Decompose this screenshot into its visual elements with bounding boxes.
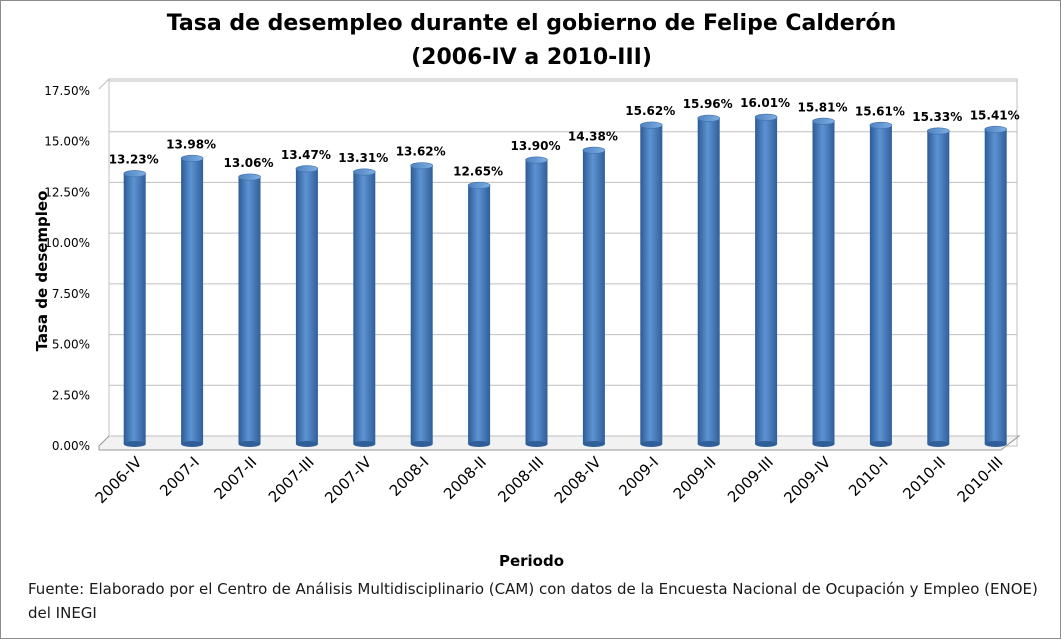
- bar: [295, 165, 319, 447]
- x-tick-label: 2007-IV: [321, 453, 375, 507]
- x-tick-label: 2008-III: [494, 453, 547, 506]
- value-label: 13.06%: [224, 156, 274, 170]
- source-note: Fuente: Elaborado por el Centro de Análi…: [28, 580, 1038, 622]
- x-tick-label: 2010-III: [954, 453, 1007, 506]
- y-tick-label: 5.00%: [52, 338, 90, 352]
- x-axis-title: Periodo: [498, 552, 565, 570]
- x-tick-label: 2008-II: [440, 453, 490, 503]
- bar: [639, 121, 663, 447]
- value-label: 13.31%: [338, 151, 388, 165]
- y-tick-label: 12.50%: [44, 185, 90, 199]
- y-tick-label: 10.00%: [44, 236, 90, 250]
- bar: [180, 154, 204, 447]
- bar: [582, 146, 606, 447]
- y-tick-label: 2.50%: [52, 388, 90, 402]
- y-axis-title: Tasa de desempleo: [33, 190, 51, 352]
- value-label: 15.81%: [798, 100, 848, 114]
- x-tick-label: 2010-I: [845, 453, 892, 500]
- bar: [123, 170, 146, 447]
- value-label: 12.65%: [453, 164, 503, 178]
- value-label: 13.23%: [109, 153, 159, 167]
- x-tick-label: 2010-II: [899, 453, 949, 503]
- bar: [525, 156, 548, 447]
- value-label: 13.47%: [281, 148, 331, 162]
- x-tick-label: 2008-I: [386, 453, 433, 500]
- chart-title-line-2: (2006-IV a 2010-III): [411, 45, 652, 70]
- x-tick-label: 2008-IV: [551, 453, 605, 507]
- value-label: 14.38%: [568, 129, 618, 143]
- x-tick-label: 2007-III: [265, 453, 318, 506]
- value-label: 13.98%: [166, 137, 216, 151]
- chart-title-line-1: Tasa de desempleo durante el gobierno de…: [166, 11, 897, 36]
- value-label: 15.41%: [970, 108, 1020, 122]
- value-label: 13.62%: [396, 145, 446, 159]
- y-tick-label: 0.00%: [52, 439, 90, 453]
- bars: [123, 113, 1008, 447]
- x-tick-label: 2007-II: [211, 453, 261, 503]
- y-tick-label: 17.50%: [44, 84, 90, 98]
- bar: [352, 168, 376, 447]
- x-axis-ticks: 2006-IV 2007-I 2007-II 2007-III 2007-IV 2008-…: [92, 453, 1007, 507]
- value-labels: 13.23% 13.98% 13.06% 13.47% 13.31% 13.62% 12.6…: [109, 96, 1020, 178]
- x-tick-label: 2009-III: [724, 453, 777, 506]
- y-tick-label: 7.50%: [52, 287, 90, 301]
- y-tick-label: 15.00%: [44, 135, 90, 149]
- x-tick-label: 2009-I: [615, 453, 662, 500]
- value-label: 15.62%: [625, 104, 675, 118]
- value-label: 16.01%: [740, 96, 790, 110]
- bar: [697, 114, 721, 447]
- bar: [869, 121, 893, 447]
- value-label: 15.96%: [683, 97, 733, 111]
- value-label: 13.90%: [511, 139, 561, 153]
- bar: [410, 162, 434, 447]
- bar: [984, 125, 1008, 447]
- x-tick-label: 2009-II: [670, 453, 720, 503]
- bar: [754, 113, 778, 447]
- x-tick-label: 2006-IV: [92, 453, 146, 507]
- x-tick-label: 2009-IV: [780, 453, 834, 507]
- bar: [467, 181, 491, 447]
- y-axis-ticks: 0.00% 2.50% 5.00% 7.50% 10.00% 12.50% 15.00% 17…: [44, 84, 90, 453]
- bar: [812, 117, 835, 447]
- x-tick-label: 2007-I: [156, 453, 203, 500]
- bar: [238, 173, 261, 447]
- value-label: 15.33%: [912, 110, 962, 124]
- bar: [926, 127, 950, 447]
- value-label: 15.61%: [855, 104, 905, 118]
